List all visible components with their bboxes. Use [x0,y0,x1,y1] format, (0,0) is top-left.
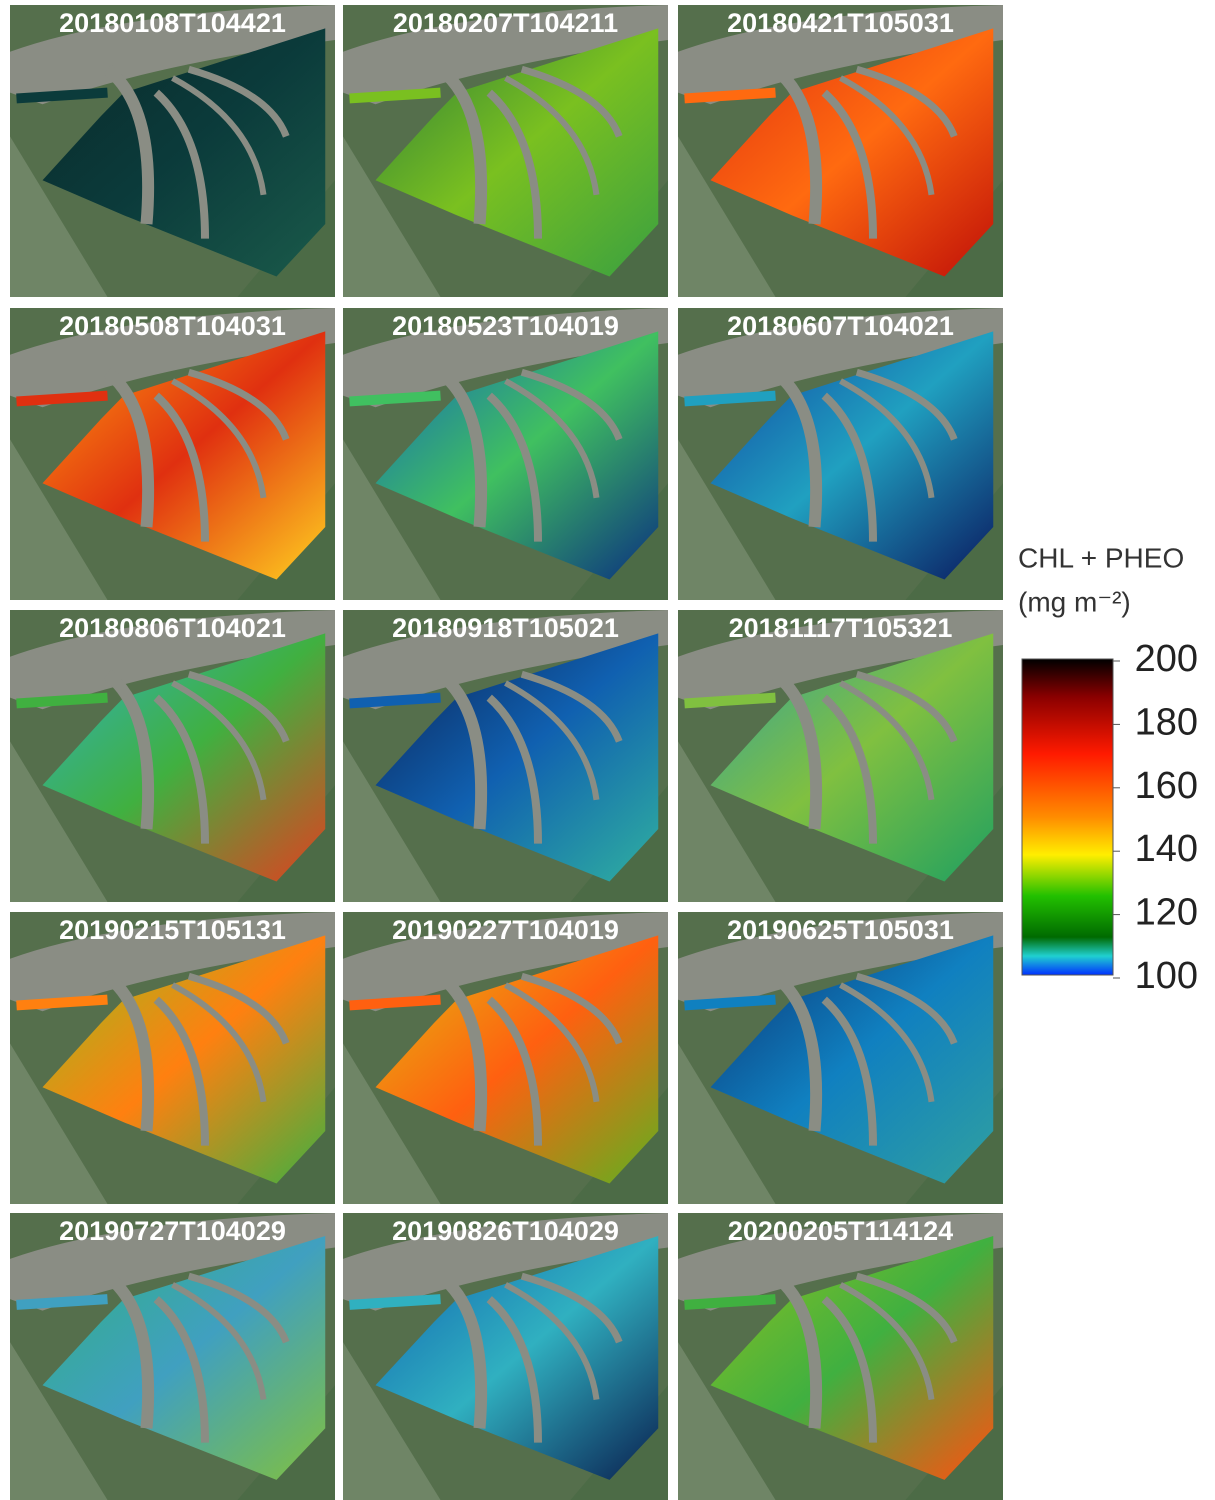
figure: 20180108T104421 20180207T104211 20180421T1… [0,0,1215,1500]
tidal-flat-edge [350,396,441,402]
map-panel: 20181117T105321 [678,610,1003,902]
tidal-flat-edge [350,93,441,99]
panel-label: 20190727T104029 [59,1216,286,1246]
tidal-flat-edge [17,93,108,99]
map-panel: 20180523T104019 [343,308,668,600]
colorbar-tick-label: 100 [1135,955,1198,997]
map-panel: 20180508T104031 [10,308,335,600]
tidal-flat-edge [350,698,441,704]
colorbar-tick-label: 180 [1135,701,1198,743]
map-panel: 20190227T104019 [343,912,668,1204]
map-panel: 20190727T104029 [10,1213,335,1500]
tidal-flat-edge [685,93,776,99]
panel-label: 20190227T104019 [392,915,619,945]
map-panel: 20180207T104211 [343,5,668,297]
colorbar-bar [1022,659,1113,975]
panel-label: 20190215T105131 [59,915,286,945]
tidal-flat-edge [17,698,108,704]
map-panel: 20180607T104021 [678,308,1003,600]
map-panel: 20180918T105021 [343,610,668,902]
panel-label: 20180918T105021 [392,613,619,643]
tidal-flat-edge [350,1000,441,1006]
tidal-flat-edge [685,396,776,402]
map-panel: 20190215T105131 [10,912,335,1204]
colorbar-tick-label: 120 [1135,892,1198,934]
tidal-flat-edge [17,1000,108,1006]
panel-label: 20200205T114124 [728,1216,953,1246]
map-panel: 20200205T114124 [678,1213,1003,1500]
panel-label: 20180806T104021 [59,613,286,643]
map-panel: 20180421T105031 [678,5,1003,297]
colorbar: CHL + PHEO (mg m⁻²) 200 180 160 140 120 100 [1018,542,1198,997]
panel-label: 20180508T104031 [59,311,286,341]
tidal-flat-edge [685,1000,776,1006]
colorbar-unit: (mg m⁻²) [1018,586,1131,617]
panel-label: 20181117T105321 [729,613,953,643]
tidal-flat-edge [350,1299,441,1305]
map-panel: 20180806T104021 [10,610,335,902]
panel-label: 20190826T104029 [392,1216,619,1246]
colorbar-tick-label: 160 [1135,765,1198,807]
map-panel: 20180108T104421 [10,5,335,297]
panel-grid: 20180108T104421 20180207T104211 20180421T1… [10,5,1003,1500]
map-panel: 20190826T104029 [343,1213,668,1500]
tidal-flat-edge [685,698,776,704]
colorbar-tick-label: 140 [1135,828,1198,870]
panel-label: 20180421T105031 [727,8,954,38]
panel-label: 20180207T104211 [393,8,618,38]
panel-label: 20180607T104021 [727,311,954,341]
map-panel: 20190625T105031 [678,912,1003,1204]
colorbar-tick-label: 200 [1135,638,1198,680]
colorbar-title: CHL + PHEO [1018,542,1184,573]
panel-label: 20180108T104421 [59,8,286,38]
tidal-flat-edge [17,396,108,402]
panel-label: 20190625T105031 [727,915,954,945]
panel-label: 20180523T104019 [392,311,619,341]
tidal-flat-edge [685,1299,776,1305]
tidal-flat-edge [17,1299,108,1305]
